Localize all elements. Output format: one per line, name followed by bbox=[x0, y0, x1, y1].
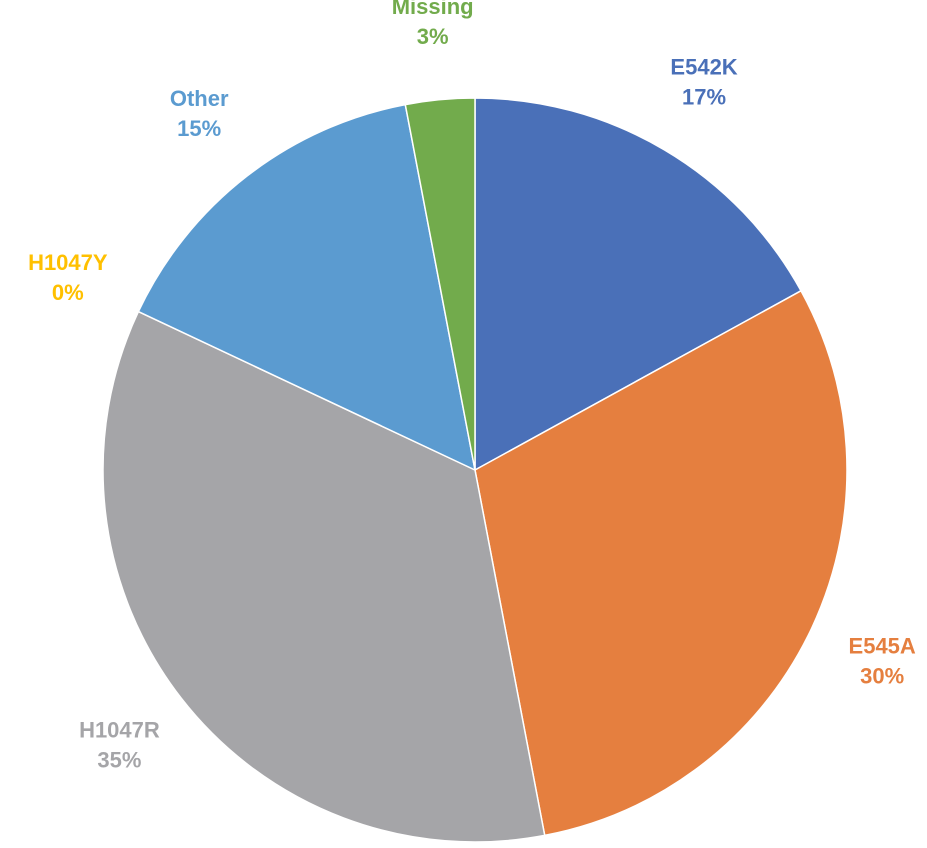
slice-label: H1047R bbox=[79, 718, 160, 743]
slice-label: Missing bbox=[392, 0, 474, 19]
slice-label: E545A bbox=[849, 633, 916, 658]
slice-value-label: 17% bbox=[682, 84, 726, 109]
slice-label: Other bbox=[170, 86, 229, 111]
pie-slice bbox=[474, 289, 848, 837]
pie-slice bbox=[102, 310, 546, 843]
slice-value-label: 3% bbox=[417, 24, 449, 49]
pie-slice bbox=[404, 97, 476, 471]
slice-label: H1047Y bbox=[28, 250, 108, 275]
slice-value-label: 30% bbox=[860, 663, 904, 688]
slice-label: E542K bbox=[670, 54, 737, 79]
pie-slice bbox=[474, 97, 803, 472]
slice-value-label: 35% bbox=[97, 748, 141, 773]
slice-value-label: 0% bbox=[52, 280, 84, 305]
pie-slice bbox=[137, 103, 477, 472]
slice-value-label: 15% bbox=[177, 116, 221, 141]
